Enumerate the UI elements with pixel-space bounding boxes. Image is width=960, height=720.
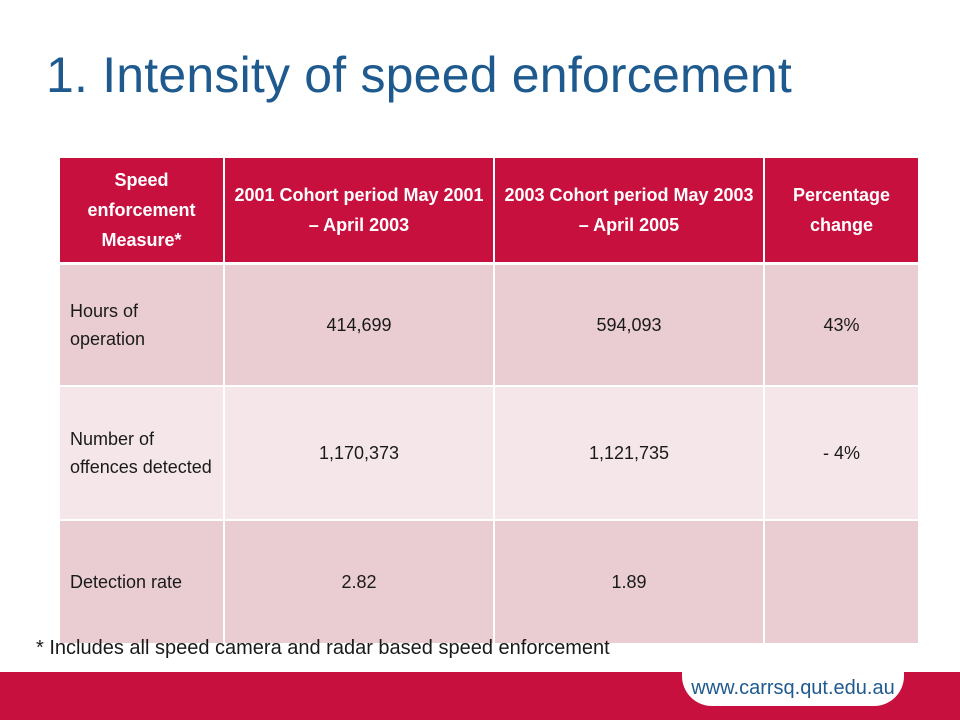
cell-measure: Number of offences detected (60, 386, 225, 521)
cell-cohort-2001: 414,699 (224, 263, 495, 387)
slide-title: 1. Intensity of speed enforcement (46, 47, 792, 103)
table-row: Detection rate 2.82 1.89 (60, 520, 918, 645)
speed-enforcement-table: Speed enforcement Measure* 2001 Cohort p… (60, 158, 918, 645)
cell-cohort-2003: 1,121,735 (494, 386, 765, 521)
footer-url[interactable]: www.carrsq.qut.edu.au (682, 670, 904, 706)
cell-measure: Detection rate (60, 520, 225, 645)
cell-cohort-2001: 1,170,373 (224, 386, 495, 521)
cell-cohort-2003: 1.89 (494, 520, 765, 645)
table-row: Hours of operation 414,699 594,093 43% (60, 263, 918, 387)
table-row: Number of offences detected 1,170,373 1,… (60, 386, 918, 521)
footnote: * Includes all speed camera and radar ba… (36, 637, 610, 659)
cell-cohort-2001: 2.82 (224, 520, 495, 645)
cell-measure: Hours of operation (60, 263, 225, 387)
cell-change (764, 520, 918, 645)
header-cohort-2003: 2003 Cohort period May 2003 – April 2005 (494, 158, 765, 265)
cell-cohort-2003: 594,093 (494, 263, 765, 387)
header-measure: Speed enforcement Measure* (60, 158, 225, 265)
cell-change: - 4% (764, 386, 918, 521)
header-cohort-2001: 2001 Cohort period May 2001 – April 2003 (224, 158, 495, 265)
header-percentage-change: Percentage change (764, 158, 918, 265)
table-header-row: Speed enforcement Measure* 2001 Cohort p… (60, 158, 918, 265)
cell-change: 43% (764, 263, 918, 387)
